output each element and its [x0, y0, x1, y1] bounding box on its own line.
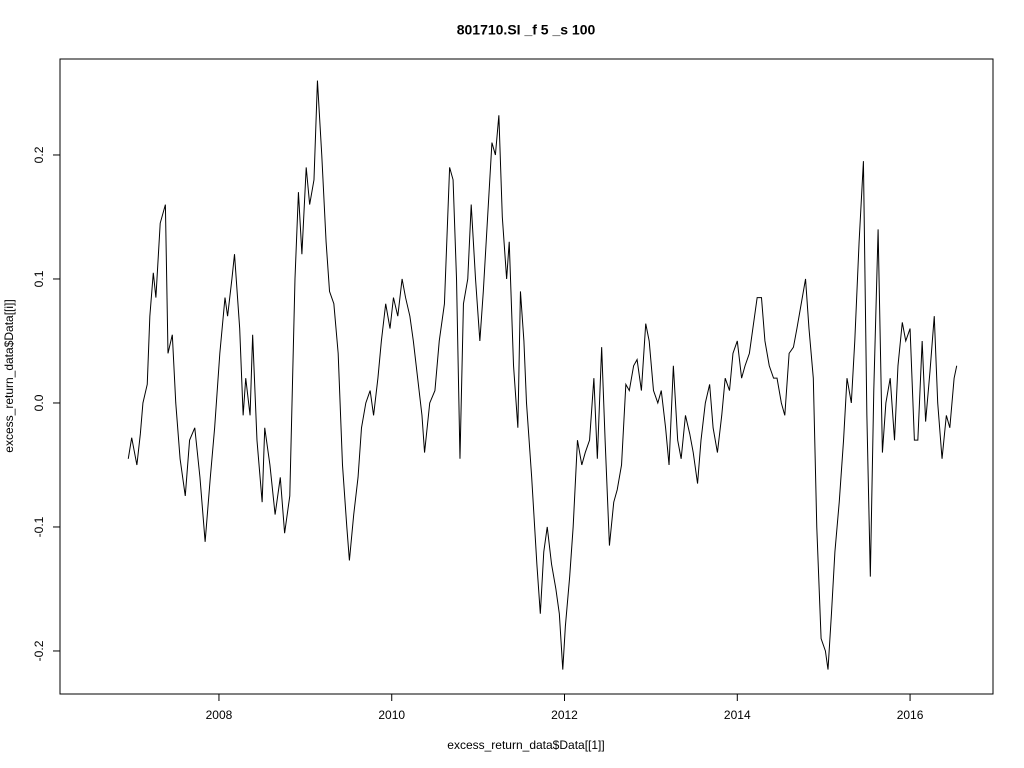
y-tick-label: -0.2 — [32, 640, 46, 661]
plot-frame — [59, 58, 994, 695]
x-tick-label: 2010 — [378, 708, 405, 722]
y-tick-label: 0.2 — [32, 146, 46, 163]
x-tick-label: 2014 — [724, 708, 751, 722]
y-tick-label: 0.1 — [32, 270, 46, 287]
y-tick-label: 0.0 — [32, 394, 46, 411]
data-line — [127, 80, 958, 670]
x-axis-label: excess_return_data$Data[[1]] — [447, 738, 604, 752]
y-axis-label: excess_return_data$Data[[i]] — [2, 299, 16, 452]
chart-title: 801710.SI _f 5 _s 100 — [457, 22, 596, 38]
y-tick-label: -0.1 — [32, 516, 46, 537]
x-tick-label: 2012 — [551, 708, 578, 722]
x-tick-label: 2016 — [897, 708, 924, 722]
x-tick-label: 2008 — [206, 708, 233, 722]
